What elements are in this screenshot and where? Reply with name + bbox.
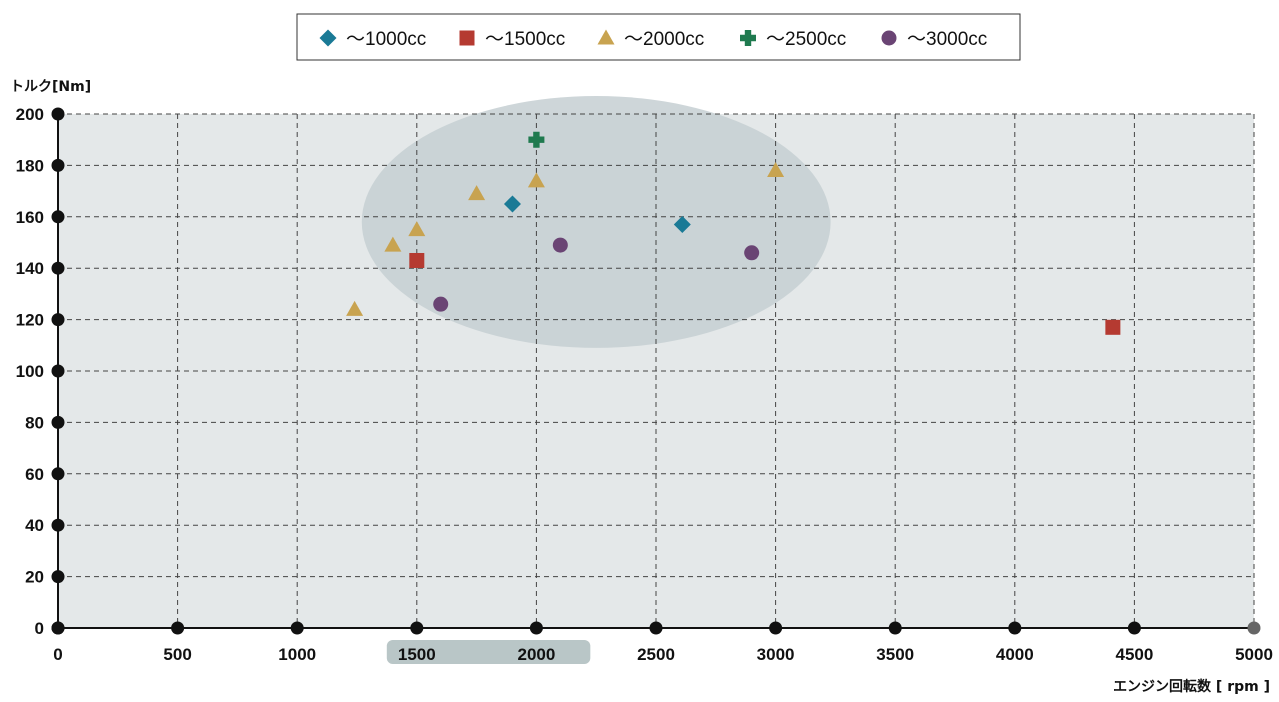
- data-point-square: [1105, 319, 1121, 335]
- y-axis-title: トルク[Nm]: [10, 79, 91, 95]
- data-point-triangle: [346, 300, 364, 316]
- x-tick-dot: [1247, 621, 1261, 635]
- data-point-triangle: [408, 221, 426, 237]
- x-tick-label: 0: [53, 645, 62, 664]
- y-tick-labels: 0 20 40 60 80 100 120 140 160 180 200: [16, 105, 44, 638]
- legend-item: ～2000cc: [597, 29, 704, 50]
- y-tick-dot: [51, 313, 65, 327]
- y-tick-dot: [51, 518, 65, 532]
- x-tick-dot: [1127, 621, 1141, 635]
- y-tick-dot: [51, 261, 65, 275]
- x-axis-highlight-band: [386, 640, 591, 664]
- legend-item: ～2500cc: [740, 29, 846, 50]
- y-tick-dot: [51, 210, 65, 224]
- x-tick-label: 4500: [1115, 645, 1153, 664]
- x-tick-dot: [529, 621, 543, 635]
- legend-item: ～1000cc: [319, 29, 426, 50]
- legend-item: ～1500cc: [459, 29, 565, 50]
- data-markers: [346, 131, 1121, 335]
- x-tick-dot: [410, 621, 424, 635]
- data-point-circle: [744, 245, 760, 261]
- x-axis-title: エンジン回転数 [ rpm ]: [1113, 678, 1270, 695]
- y-tick-dot: [51, 107, 65, 121]
- y-tick-label: 100: [16, 362, 44, 381]
- legend: ～1000cc ～1500cc ～2000cc ～2500cc ～3000cc: [296, 13, 1021, 61]
- x-tick-dot: [1008, 621, 1022, 635]
- grid-lines: [58, 113, 1255, 628]
- x-tick-labels: 0 500 1000 1500 2000 2500 3000 3500 4000 4500 5000: [53, 645, 1273, 664]
- x-tick-label: 2000: [517, 645, 555, 664]
- x-tick-dot: [769, 621, 783, 635]
- x-tick-label: 5000: [1235, 645, 1273, 664]
- legend-label: ～3000cc: [907, 29, 987, 50]
- y-tick-label: 0: [35, 619, 44, 638]
- data-point-circle: [552, 237, 568, 253]
- legend-marker-circle: [881, 30, 897, 46]
- highlight-ellipse: [361, 96, 831, 348]
- x-tick-label: 1500: [398, 645, 436, 664]
- y-tick-label: 80: [25, 413, 44, 432]
- legend-marker-triangle: [597, 29, 615, 45]
- y-tick-dot: [51, 570, 65, 584]
- axes: [51, 107, 1261, 635]
- legend-item: ～3000cc: [881, 29, 987, 50]
- y-tick-label: 120: [16, 311, 44, 330]
- x-tick-dot: [649, 621, 663, 635]
- data-point-cross: [528, 131, 545, 148]
- x-tick-dot: [171, 621, 185, 635]
- data-point-circle: [433, 296, 449, 312]
- y-tick-label: 40: [25, 516, 44, 535]
- y-tick-dot: [51, 467, 65, 481]
- legend-marker-diamond: [319, 29, 337, 47]
- x-tick-label: 3000: [757, 645, 795, 664]
- legend-box: [296, 13, 1021, 61]
- legend-marker-square: [459, 30, 475, 46]
- legend-label: ～2500cc: [766, 29, 846, 50]
- x-tick-label: 4000: [996, 645, 1034, 664]
- data-point-diamond: [673, 216, 691, 234]
- legend-label: ～1500cc: [485, 29, 565, 50]
- legend-label: ～2000cc: [624, 29, 704, 50]
- legend-label: ～1000cc: [346, 29, 426, 50]
- y-tick-label: 20: [25, 568, 44, 587]
- data-point-triangle: [468, 185, 486, 201]
- x-tick-label: 500: [163, 645, 191, 664]
- x-tick-dot: [51, 621, 65, 635]
- legend-marker-cross: [740, 30, 756, 46]
- data-point-triangle: [384, 236, 402, 252]
- y-tick-label: 60: [25, 465, 44, 484]
- x-tick-label: 2500: [637, 645, 675, 664]
- y-tick-label: 140: [16, 259, 44, 278]
- data-point-triangle: [767, 162, 785, 178]
- y-tick-label: 180: [16, 156, 44, 175]
- y-tick-label: 160: [16, 208, 44, 227]
- y-tick-label: 200: [16, 105, 44, 124]
- x-tick-label: 1000: [278, 645, 316, 664]
- data-point-diamond: [503, 195, 521, 213]
- y-tick-dot: [51, 364, 65, 378]
- data-point-triangle: [527, 172, 545, 188]
- x-tick-label: 3500: [876, 645, 914, 664]
- x-tick-dot: [888, 621, 902, 635]
- y-tick-dot: [51, 415, 65, 429]
- x-tick-dot: [290, 621, 304, 635]
- y-tick-dot: [51, 158, 65, 172]
- data-point-square: [409, 252, 425, 268]
